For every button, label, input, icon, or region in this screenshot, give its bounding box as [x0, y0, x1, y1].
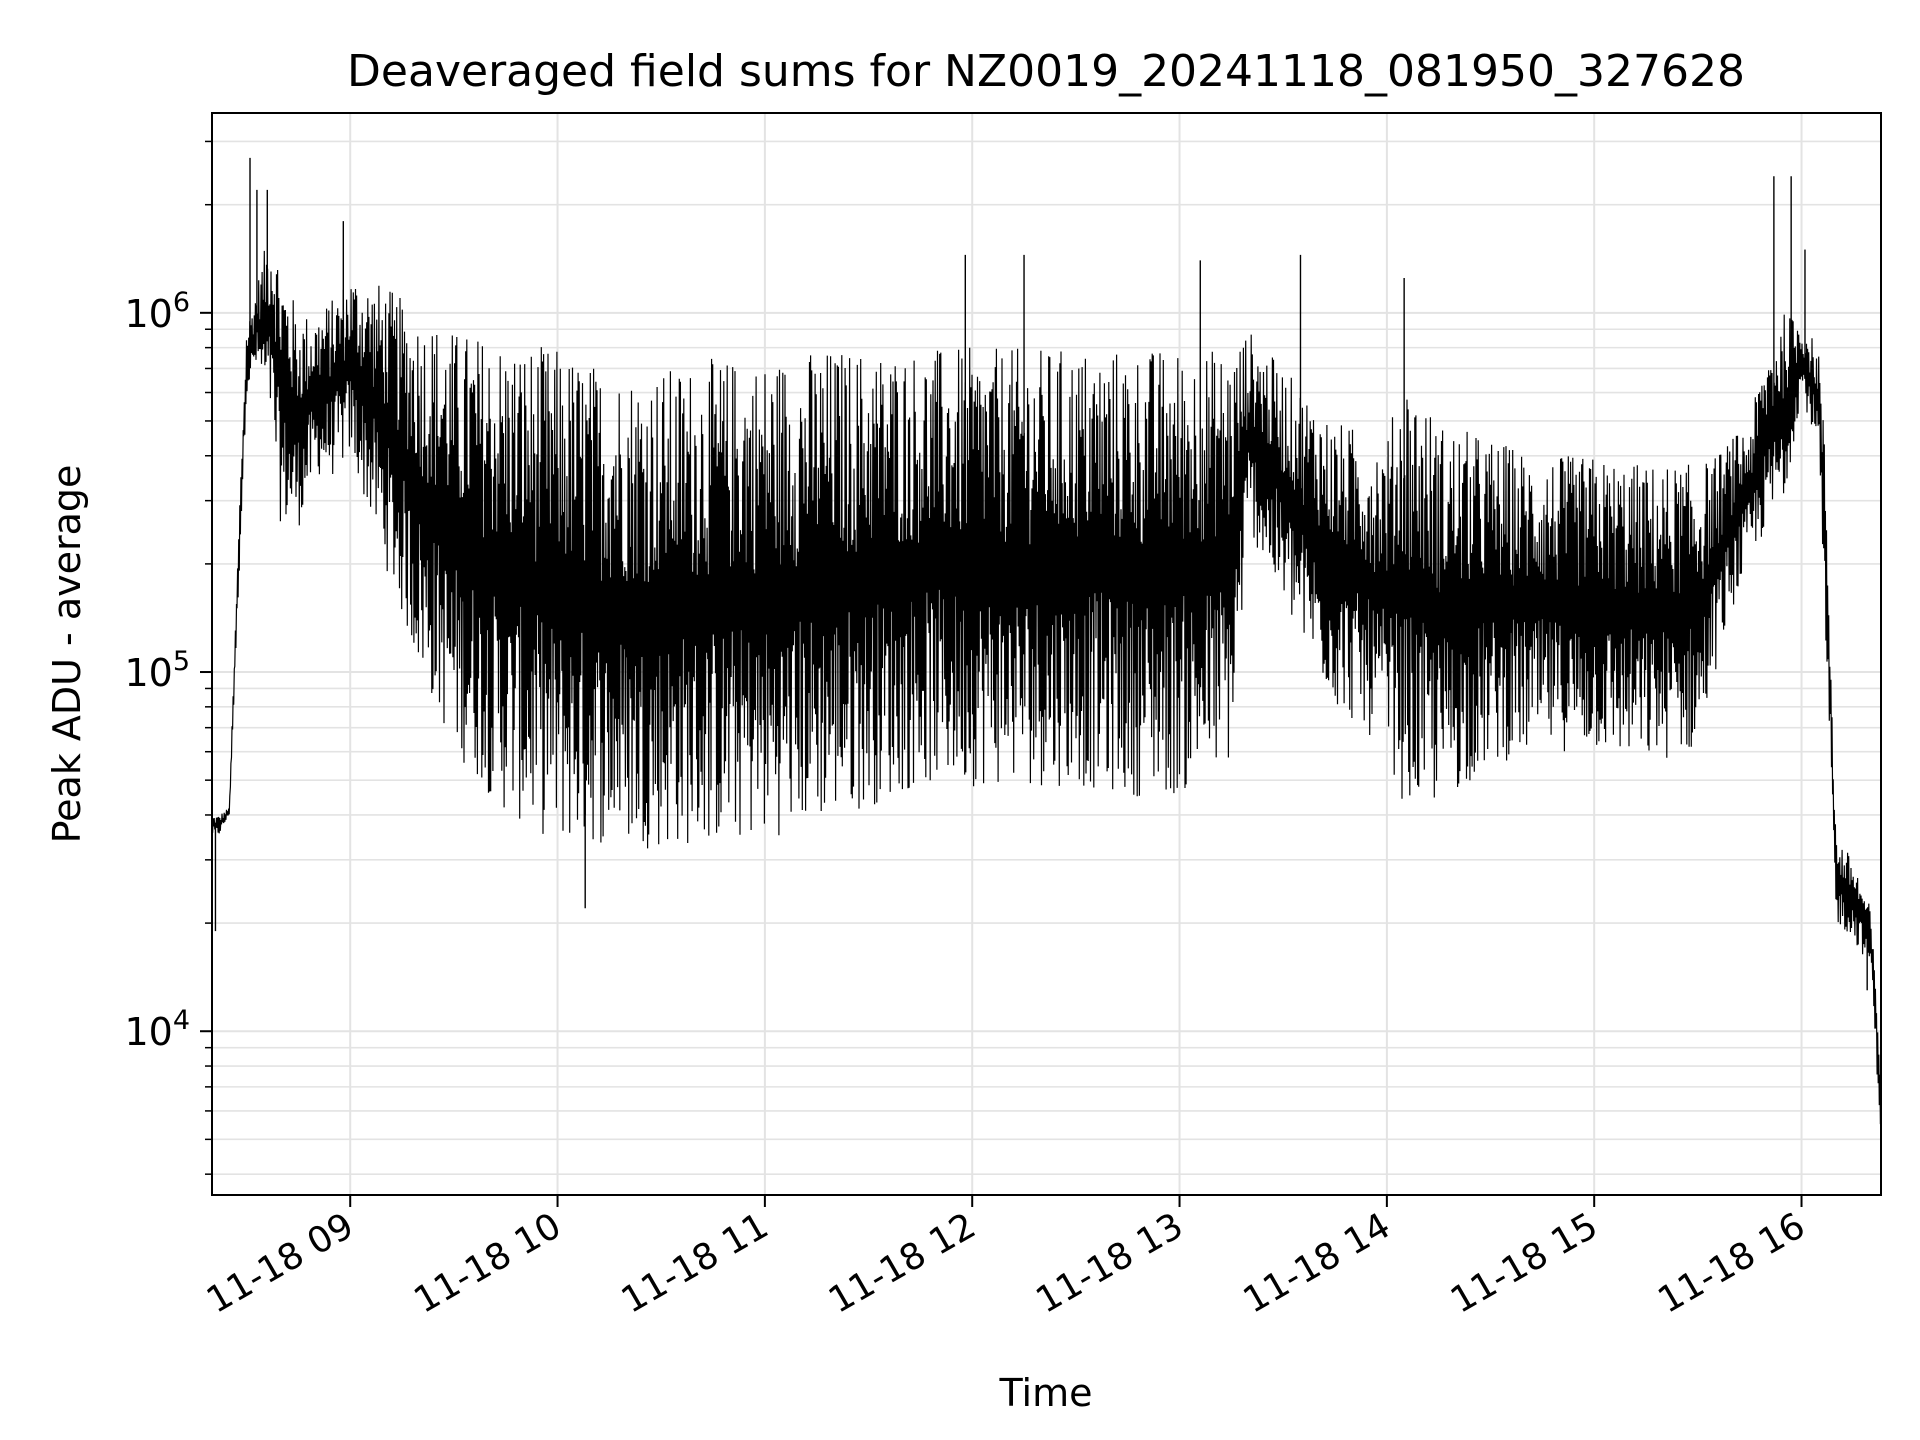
axes-frame: [211, 112, 1882, 1196]
chart-title: Deaveraged field sums for NZ0019_2024111…: [347, 46, 1745, 97]
y-axis: 104 105 106: [124, 140, 212, 1175]
y-tick-label: 105: [124, 646, 190, 695]
x-axis-label: Time: [999, 1371, 1093, 1415]
data-series-line: [211, 250, 1882, 1125]
plot-area: [211, 157, 1882, 1125]
y-tick-label: 104: [124, 1005, 190, 1054]
y-axis-label: Peak ADU - average: [45, 465, 89, 844]
y-tick-label: 106: [124, 287, 190, 336]
